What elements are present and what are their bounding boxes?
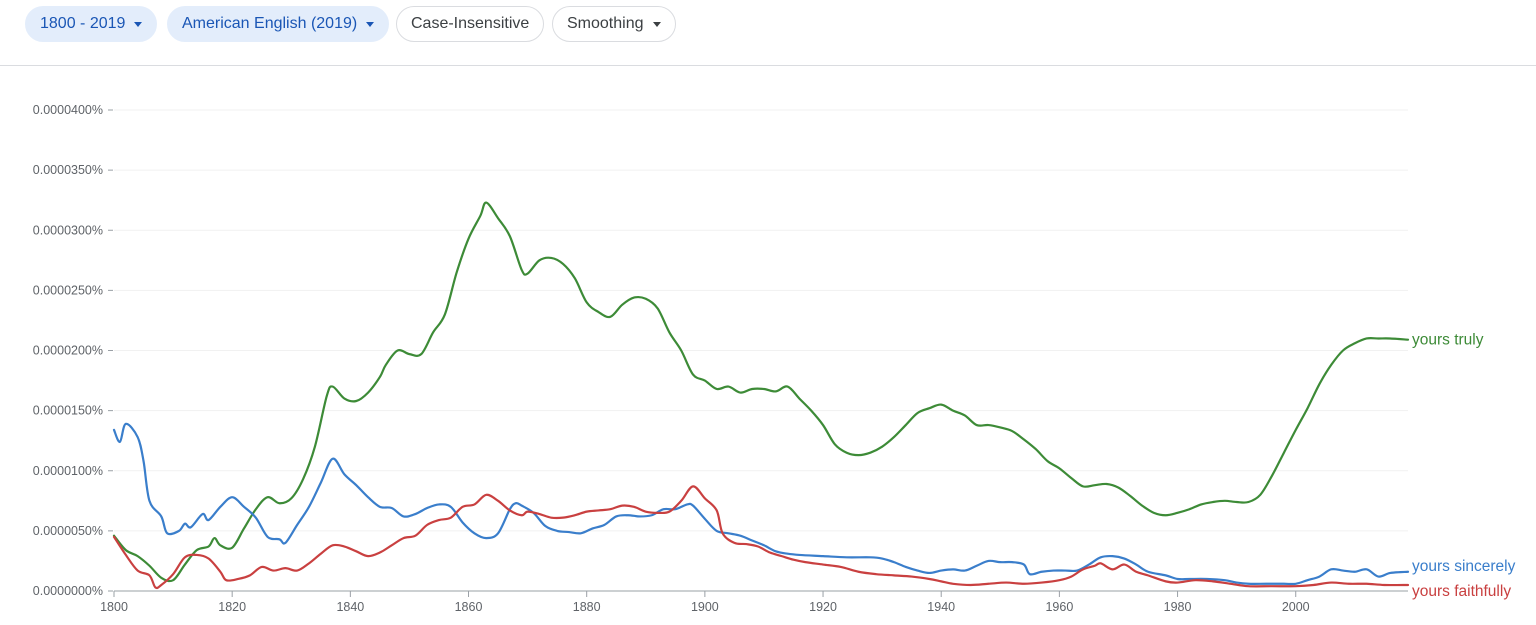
y-tick-label: 0.0000000% [33, 584, 103, 598]
series-label-yours-faithfully[interactable]: yours faithfully [1412, 583, 1511, 600]
y-tick-label: 0.0000100% [33, 464, 103, 478]
y-tick-label: 0.0000300% [33, 223, 103, 237]
smoothing-label: Smoothing [567, 15, 644, 32]
series-line-yours-truly[interactable] [112, 201, 1410, 583]
x-tick-label: 2000 [1282, 600, 1310, 614]
x-tick-label: 1840 [336, 600, 364, 614]
x-tick-label: 1920 [809, 600, 837, 614]
y-tick-label: 0.0000400% [33, 103, 103, 117]
case-insensitive-toggle[interactable]: Case-Insensitive [396, 6, 545, 42]
series-labels: yours truly yours sincerely yours faithful… [1412, 332, 1516, 600]
date-range-label: 1800 - 2019 [40, 15, 126, 32]
chevron-down-icon [366, 22, 375, 27]
x-tick-label: 1980 [1164, 600, 1192, 614]
case-insensitive-label: Case-Insensitive [411, 15, 530, 32]
corpus-label: American English (2019) [182, 15, 358, 32]
y-tick-label: 0.0000250% [33, 283, 103, 297]
x-tick-label: 1820 [218, 600, 246, 614]
series-lines [112, 201, 1410, 590]
y-tick-label: 0.0000150% [33, 404, 103, 418]
x-tick-label: 1800 [100, 600, 128, 614]
x-axis: 1800 1820 1840 1860 1880 1900 1920 1940 1960 1980… [100, 590, 1408, 614]
x-tick-label: 1880 [573, 600, 601, 614]
x-tick-label: 1860 [455, 600, 483, 614]
y-axis: 0.0000000% 0.0000050% 0.0000100% 0.0000150%… [33, 103, 113, 598]
y-tick-label: 0.0000050% [33, 524, 103, 538]
chevron-down-icon [652, 22, 661, 27]
chevron-down-icon [134, 22, 143, 27]
y-tick-label: 0.0000350% [33, 163, 103, 177]
series-label-yours-sincerely[interactable]: yours sincerely [1412, 558, 1516, 575]
series-label-yours-truly[interactable]: yours truly [1412, 332, 1484, 349]
toolbar: 1800 - 2019 American English (2019) Case… [0, 0, 1536, 66]
x-tick-label: 1900 [691, 600, 719, 614]
y-tick-label: 0.0000200% [33, 344, 103, 358]
smoothing-dropdown[interactable]: Smoothing [552, 6, 676, 42]
series-line-yours-faithfully[interactable] [112, 485, 1410, 590]
ngram-line-chart: 0.0000000% 0.0000050% 0.0000100% 0.0000150%… [33, 103, 1516, 614]
x-tick-label: 1960 [1045, 600, 1073, 614]
date-range-dropdown[interactable]: 1800 - 2019 [25, 6, 158, 42]
x-tick-label: 1940 [927, 600, 955, 614]
series-line-yours-sincerely[interactable] [112, 422, 1410, 586]
gridlines [114, 109, 1408, 532]
corpus-dropdown[interactable]: American English (2019) [167, 6, 390, 42]
